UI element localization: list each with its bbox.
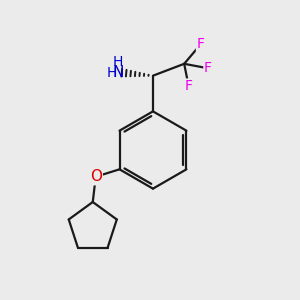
Text: H: H — [106, 66, 116, 80]
Text: F: F — [204, 61, 212, 75]
Text: H: H — [113, 55, 123, 69]
Text: F: F — [196, 38, 205, 52]
Text: O: O — [90, 169, 102, 184]
Text: F: F — [184, 79, 193, 93]
Text: N: N — [112, 65, 124, 80]
